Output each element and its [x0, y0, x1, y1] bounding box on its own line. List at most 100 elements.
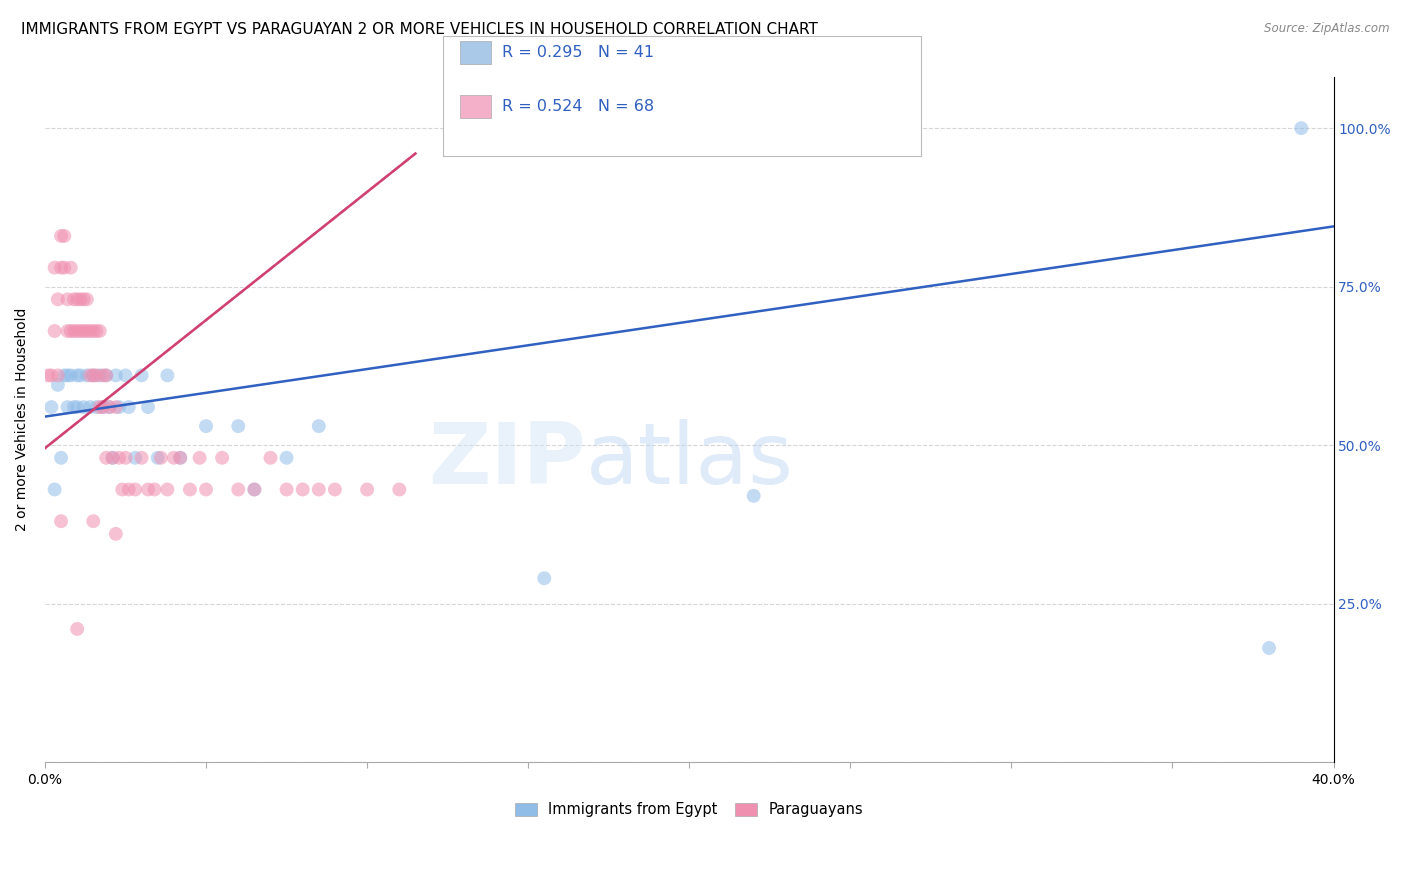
Point: [59, 324, 82, 338]
Point: [98, 400, 121, 414]
Point: [79, 368, 101, 383]
Point: [308, 483, 330, 497]
Text: Source: ZipAtlas.com: Source: ZipAtlas.com: [1264, 22, 1389, 36]
Point: [143, 483, 166, 497]
Y-axis label: 2 or more Vehicles in Household: 2 or more Vehicles in Household: [15, 308, 30, 532]
Point: [276, 483, 298, 497]
Point: [101, 450, 124, 465]
Point: [104, 527, 127, 541]
Text: IMMIGRANTS FROM EGYPT VS PARAGUAYAN 2 OR MORE VEHICLES IN HOUSEHOLD CORRELATION : IMMIGRANTS FROM EGYPT VS PARAGUAYAN 2 OR…: [21, 22, 818, 37]
Point: [259, 450, 281, 465]
Point: [82, 514, 104, 528]
Point: [76, 293, 98, 307]
Point: [195, 419, 218, 434]
Point: [82, 368, 104, 383]
Point: [72, 324, 94, 338]
Point: [49, 228, 72, 243]
Point: [291, 483, 314, 497]
Point: [56, 400, 79, 414]
Point: [156, 368, 179, 383]
Point: [66, 293, 89, 307]
Point: [44, 324, 66, 338]
Point: [46, 377, 69, 392]
Point: [96, 368, 118, 383]
Point: [243, 483, 266, 497]
Point: [89, 324, 111, 338]
Point: [86, 400, 108, 414]
Point: [195, 483, 218, 497]
Point: [104, 368, 127, 383]
Point: [188, 450, 211, 465]
Point: [111, 483, 134, 497]
Point: [211, 450, 233, 465]
Point: [82, 324, 104, 338]
Point: [44, 260, 66, 275]
Point: [49, 514, 72, 528]
Point: [356, 483, 378, 497]
Point: [323, 483, 346, 497]
Point: [104, 400, 127, 414]
Point: [276, 450, 298, 465]
Point: [56, 324, 79, 338]
Point: [136, 483, 159, 497]
Point: [46, 368, 69, 383]
Point: [114, 450, 136, 465]
Point: [131, 450, 153, 465]
Point: [91, 368, 114, 383]
Point: [98, 400, 121, 414]
Point: [63, 400, 86, 414]
Point: [66, 622, 89, 636]
Text: atlas: atlas: [586, 419, 794, 502]
Point: [108, 400, 131, 414]
Point: [76, 368, 98, 383]
Point: [124, 450, 146, 465]
Point: [169, 450, 191, 465]
Legend: Immigrants from Egypt, Paraguayans: Immigrants from Egypt, Paraguayans: [509, 797, 869, 823]
Point: [156, 483, 179, 497]
Point: [169, 450, 191, 465]
Point: [533, 571, 555, 585]
Point: [41, 368, 63, 383]
Point: [146, 450, 169, 465]
Point: [149, 450, 172, 465]
Point: [131, 368, 153, 383]
Point: [82, 368, 104, 383]
Point: [72, 293, 94, 307]
Point: [89, 400, 111, 414]
Point: [388, 483, 411, 497]
Point: [124, 483, 146, 497]
Point: [79, 324, 101, 338]
Point: [56, 293, 79, 307]
Point: [66, 368, 89, 383]
Point: [89, 368, 111, 383]
Point: [86, 368, 108, 383]
Point: [53, 368, 76, 383]
Point: [136, 400, 159, 414]
Point: [179, 483, 201, 497]
Point: [308, 419, 330, 434]
Point: [63, 324, 86, 338]
Point: [226, 419, 249, 434]
Point: [37, 368, 59, 383]
Point: [66, 400, 89, 414]
Point: [86, 324, 108, 338]
Point: [53, 228, 76, 243]
Point: [66, 324, 89, 338]
Point: [44, 483, 66, 497]
Point: [118, 483, 141, 497]
Point: [49, 260, 72, 275]
Text: ZIP: ZIP: [429, 419, 586, 502]
Point: [1291, 121, 1313, 136]
Point: [108, 450, 131, 465]
Point: [1258, 640, 1281, 655]
Point: [63, 293, 86, 307]
Point: [56, 368, 79, 383]
Point: [41, 400, 63, 414]
Point: [69, 293, 91, 307]
Point: [91, 400, 114, 414]
Point: [163, 450, 186, 465]
Point: [59, 368, 82, 383]
Point: [72, 400, 94, 414]
Point: [118, 400, 141, 414]
Point: [53, 260, 76, 275]
